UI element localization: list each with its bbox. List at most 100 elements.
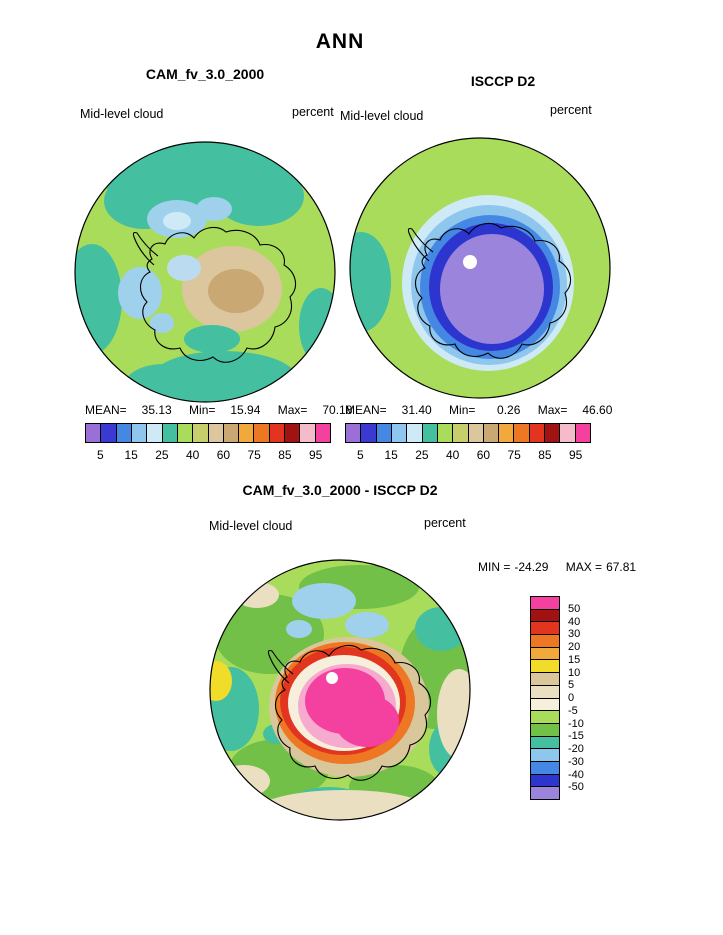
colorbar-tick-label: 95 bbox=[308, 448, 323, 462]
max-value: 67.81 bbox=[606, 560, 637, 574]
continent-interior-field bbox=[167, 246, 282, 353]
obs-units-label: percent bbox=[550, 103, 592, 117]
model-colorbar-ticks: 5 15 25 40 60 75 85 95 bbox=[85, 448, 331, 462]
colorbar-cell bbox=[101, 424, 117, 442]
colorbar-tick-label: -30 bbox=[568, 755, 584, 768]
colorbar-tick-label: 40 bbox=[445, 448, 460, 462]
colorbar-cell bbox=[531, 723, 559, 737]
colorbar-tick-label: -15 bbox=[568, 730, 584, 743]
colorbar-cell bbox=[437, 424, 454, 442]
teal-cloud-region bbox=[350, 232, 391, 332]
colorbar-cell bbox=[131, 424, 148, 442]
colorbar-cell bbox=[531, 597, 559, 610]
missing-data-pole-dot bbox=[326, 672, 338, 684]
colorbar-cell bbox=[531, 660, 559, 674]
diff-polar-map bbox=[209, 559, 471, 821]
obs-panel-title: ISCCP D2 bbox=[470, 73, 536, 89]
colorbar-tick-label: 15 bbox=[568, 653, 581, 666]
colorbar-cell bbox=[575, 424, 590, 442]
colorbar-cell bbox=[531, 609, 559, 623]
map-boundary-circle bbox=[74, 141, 336, 403]
colorbar-tick-label: 95 bbox=[568, 448, 583, 462]
model-units-label: percent bbox=[292, 105, 334, 119]
mean-value: 35.13 bbox=[141, 403, 172, 417]
colorbar-cell bbox=[407, 424, 423, 442]
colorbar-cell bbox=[499, 424, 515, 442]
colorbar-cell bbox=[300, 424, 316, 442]
low-cloud-ring-field bbox=[402, 195, 574, 371]
colorbar-tick-label: 60 bbox=[476, 448, 491, 462]
colorbar-cell bbox=[560, 424, 576, 442]
colorbar-cell bbox=[361, 424, 377, 442]
model-polar-map bbox=[74, 141, 336, 403]
colorbar-tick-label: 85 bbox=[538, 448, 552, 462]
obs-variable-label: Mid-level cloud bbox=[340, 109, 424, 123]
colorbar-cell bbox=[453, 424, 469, 442]
min-value: -24.29 bbox=[514, 560, 549, 574]
obs-colorbar-ticks: 5 15 25 40 60 75 85 95 bbox=[345, 448, 591, 462]
colorbar-tick-label: 25 bbox=[415, 448, 429, 462]
diff-units-label: percent bbox=[424, 516, 466, 530]
blue-negative-regions bbox=[286, 583, 389, 638]
colorbar-cell bbox=[346, 424, 362, 442]
colorbar-tick-label: 30 bbox=[568, 628, 581, 641]
antarctic-peninsula-coastline bbox=[407, 227, 434, 262]
antarctic-peninsula-coastline bbox=[267, 649, 294, 684]
mean-label: MEAN= bbox=[85, 403, 127, 417]
colorbar-cell bbox=[531, 774, 559, 788]
antarctic-peninsula-coastline bbox=[132, 231, 159, 266]
antarctica-coastline bbox=[275, 644, 432, 781]
colorbar-cell bbox=[531, 761, 559, 775]
colorbar-cell bbox=[162, 424, 178, 442]
colorbar-cell bbox=[239, 424, 255, 442]
obs-polar-map bbox=[349, 137, 611, 399]
colorbar-cell bbox=[422, 424, 438, 442]
diff-colorbar-labels: 50 40 30 20 15 10 5 0 -5 -10 -15 -20 -30 -40 -50 bbox=[568, 596, 598, 800]
colorbar-cell bbox=[315, 424, 330, 442]
mean-value: 31.40 bbox=[401, 403, 432, 417]
central-positive-anomaly bbox=[269, 637, 429, 777]
max-value: 70.18 bbox=[322, 403, 353, 417]
diff-variable-label: Mid-level cloud bbox=[209, 519, 293, 533]
colorbar-tick-label: 5 bbox=[97, 448, 104, 462]
colorbar-cell bbox=[86, 424, 102, 442]
model-colorbar bbox=[85, 423, 331, 443]
max-label: MAX = bbox=[565, 560, 603, 574]
colorbar-tick-label: -10 bbox=[568, 717, 584, 730]
colorbar-cell bbox=[483, 424, 500, 442]
colorbar-cell bbox=[177, 424, 194, 442]
colorbar-cell bbox=[531, 711, 559, 724]
min-value: 0.26 bbox=[497, 403, 521, 417]
colorbar-cell bbox=[531, 685, 559, 699]
colorbar-tick-label: -5 bbox=[568, 704, 578, 717]
yellow-positive-region bbox=[210, 661, 232, 701]
colorbar-cell bbox=[147, 424, 163, 442]
min-value: 15.94 bbox=[230, 403, 261, 417]
colorbar-tick-label: -20 bbox=[568, 743, 584, 755]
colorbar-cell bbox=[531, 647, 559, 661]
colorbar-cell bbox=[545, 424, 561, 442]
colorbar-tick-label: 85 bbox=[278, 448, 292, 462]
max-label: Max= bbox=[537, 403, 568, 417]
colorbar-cell bbox=[269, 424, 286, 442]
colorbar-cell bbox=[193, 424, 209, 442]
colorbar-cell bbox=[208, 424, 224, 442]
map-boundary-circle bbox=[209, 559, 471, 821]
colorbar-tick-label: 25 bbox=[155, 448, 169, 462]
colorbar-tick-label: 15 bbox=[384, 448, 398, 462]
colorbar-cell bbox=[254, 424, 270, 442]
antarctica-coastline bbox=[140, 226, 297, 363]
colorbar-cell bbox=[531, 635, 559, 648]
colorbar-cell bbox=[116, 424, 132, 442]
diff-colorbar bbox=[530, 596, 560, 800]
colorbar-cell bbox=[285, 424, 301, 442]
model-variable-label: Mid-level cloud bbox=[80, 107, 164, 121]
colorbar-cell bbox=[531, 622, 559, 636]
colorbar-cell bbox=[531, 698, 559, 712]
antarctica-coastline bbox=[415, 222, 572, 359]
mean-label: MEAN= bbox=[345, 403, 387, 417]
max-label: Max= bbox=[277, 403, 308, 417]
diff-map-field bbox=[210, 560, 470, 820]
paleblue-cloud-region bbox=[163, 212, 191, 230]
